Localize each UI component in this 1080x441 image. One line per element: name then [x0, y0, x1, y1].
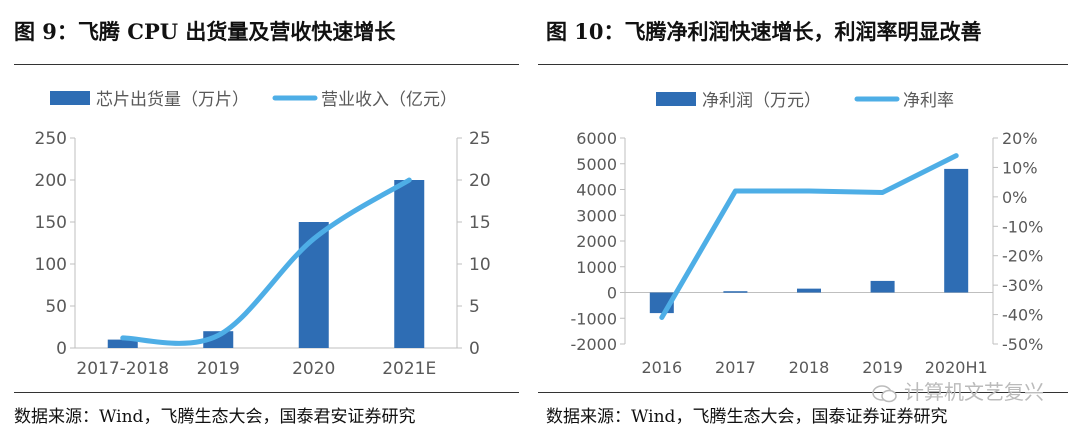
figure-9-title: 图 9：飞腾 CPU 出货量及营收快速增长 — [14, 19, 396, 44]
fig9-right-tick-label: 20 — [469, 171, 491, 191]
watermark: 计算机文艺复兴 — [872, 376, 1044, 405]
fig10-right-tick-label: 20% — [1002, 129, 1038, 148]
figure-10-bottom-rule — [538, 392, 1068, 393]
figure-9-chart: 0 50 100 150 200 250 0 5 10 15 20 25 2017-2018 2019 20… — [35, 90, 491, 379]
fig9-x-tick-label: 2020 — [292, 359, 335, 379]
fig9-right-tick-label: 10 — [469, 255, 491, 275]
fig10-left-tick-label: -1000 — [571, 309, 618, 328]
fig10-bar — [723, 291, 748, 293]
figure-10-source: 数据来源：Wind，飞腾生态大会，国泰证券证券研究 — [546, 407, 948, 427]
fig10-legend-bar-swatch — [656, 92, 696, 106]
fig10-right-tick-label: 0% — [1002, 188, 1027, 207]
fig9-legend-bar-label: 芯片出货量（万片） — [96, 90, 249, 110]
fig9-legend-line-label: 营业收入（亿元） — [321, 90, 457, 110]
fig9-legend-bar-swatch — [50, 91, 90, 105]
fig9-left-tick-label: 150 — [35, 213, 67, 233]
fig10-bar — [870, 280, 895, 293]
fig9-right-tick-label: 0 — [469, 339, 480, 359]
figure-9-source: 数据来源：Wind，飞腾生态大会，国泰君安证券研究 — [14, 407, 416, 427]
fig9-right-tick-label: 25 — [469, 129, 491, 149]
fig10-right-tick-label: 10% — [1002, 158, 1038, 177]
fig10-left-tick-label: 0 — [607, 284, 617, 303]
wechat-icon — [872, 384, 897, 402]
figure-9-bottom-rule — [14, 392, 519, 393]
fig10-right-tick-label: -20% — [1002, 247, 1043, 266]
fig9-left-tick-label: 250 — [35, 129, 67, 149]
fig10-right-tick-label: -10% — [1002, 217, 1043, 236]
watermark-text: 计算机文艺复兴 — [904, 380, 1044, 404]
fig9-right-tick-label: 5 — [469, 297, 480, 317]
fig10-line-series — [659, 153, 959, 321]
fig9-x-tick-label: 2021E — [382, 359, 436, 379]
fig10-legend-bar-label: 净利润（万元） — [702, 91, 821, 111]
fig10-left-tick-label: 3000 — [576, 206, 617, 225]
fig10-left-tick-label: 4000 — [576, 181, 617, 200]
fig9-left-tick-label: 200 — [35, 171, 67, 191]
fig10-x-tick-label: 2017 — [715, 358, 756, 377]
fig10-left-tick-label: 6000 — [576, 129, 617, 148]
fig9-right-tick-label: 15 — [469, 213, 491, 233]
figure-10-chart: -2000 -1000 0 1000 2000 3000 4000 5000 6000 -50% -… — [571, 91, 1044, 377]
figure-10-title: 图 10：飞腾净利润快速增长，利润率明显改善 — [546, 19, 982, 44]
fig9-x-tick-label: 2017-2018 — [76, 359, 169, 379]
fig10-legend-line-label: 净利率 — [903, 91, 954, 111]
fig10-x-tick-label: 2020H1 — [925, 358, 988, 377]
fig10-bar — [797, 288, 821, 293]
fig10-left-tick-label: 1000 — [576, 258, 617, 277]
fig10-right-tick-label: -40% — [1002, 306, 1043, 325]
fig10-x-tick-label: 2019 — [862, 358, 903, 377]
figure-9-top-rule — [14, 64, 519, 65]
figure-10-top-rule — [538, 64, 1068, 65]
fig10-x-tick-label: 2018 — [789, 358, 830, 377]
fig9-left-tick-label: 0 — [56, 339, 67, 359]
figure-9-panel: 图 9：飞腾 CPU 出货量及营收快速增长 0 50 100 150 200 250 0 5 1… — [0, 0, 532, 441]
fig10-left-tick-label: 5000 — [576, 155, 617, 174]
fig9-bar — [203, 331, 234, 348]
fig10-right-tick-label: -50% — [1002, 335, 1043, 354]
fig9-bar — [394, 180, 425, 348]
fig9-bar — [298, 222, 329, 348]
fig9-left-tick-label: 50 — [45, 297, 67, 317]
fig10-right-tick-label: -30% — [1002, 276, 1043, 295]
fig9-bar — [107, 339, 138, 348]
fig10-bar — [944, 168, 969, 293]
fig10-left-tick-label: 2000 — [576, 232, 617, 251]
fig9-left-tick-label: 100 — [35, 255, 67, 275]
fig9-line-series — [120, 177, 412, 346]
fig10-left-tick-label: -2000 — [571, 335, 618, 354]
fig9-x-tick-label: 2019 — [197, 359, 240, 379]
fig10-x-tick-label: 2016 — [641, 358, 682, 377]
figure-10-panel: 图 10：飞腾净利润快速增长，利润率明显改善 -2000 -1000 0 1000 20… — [532, 0, 1080, 441]
